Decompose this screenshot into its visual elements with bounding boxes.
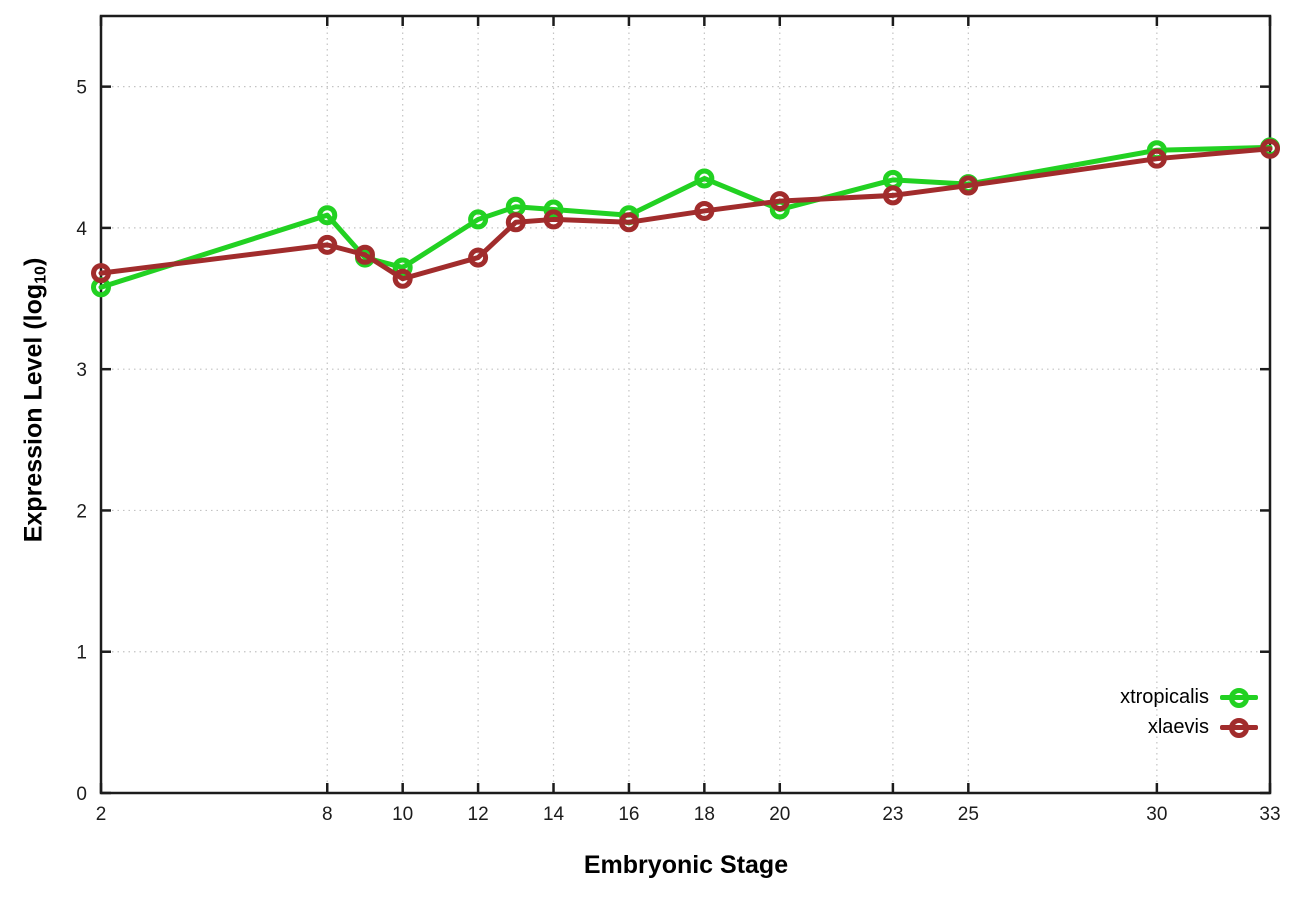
x-tick-label: 14 (543, 804, 565, 825)
y-tick-label: 1 (76, 643, 87, 664)
y-tick-label: 0 (76, 784, 87, 805)
legend-label-xtropicalis: xtropicalis (1120, 686, 1209, 708)
x-tick-label: 12 (468, 804, 489, 825)
data-point-xlaevis (468, 247, 489, 268)
x-tick-label: 20 (769, 804, 790, 825)
x-tick-label: 10 (392, 804, 413, 825)
data-point-xlaevis (1146, 148, 1167, 169)
y-axis-title-subscript: 10 (32, 266, 50, 284)
legend-marker-xlaevis (1220, 716, 1258, 739)
data-point-xtropicalis (317, 205, 338, 226)
x-tick-label: 25 (958, 804, 979, 825)
data-point-xlaevis (958, 175, 979, 196)
y-tick-label: 5 (76, 78, 87, 99)
series-line-xlaevis (98, 146, 1273, 282)
legend-circle-marker (1229, 687, 1249, 708)
y-tick-label: 3 (76, 360, 87, 381)
legend-item-xlaevis: xlaevis (1120, 716, 1258, 739)
data-point-xlaevis (694, 200, 715, 221)
x-tick-label: 33 (1259, 804, 1280, 825)
legend-item-xtropicalis: xtropicalis (1120, 686, 1258, 709)
data-point-xtropicalis (694, 168, 715, 189)
legend-circle-marker (1229, 717, 1249, 738)
data-point-xtropicalis (392, 257, 413, 278)
x-tick-label: 18 (694, 804, 715, 825)
legend: xtropicalis xlaevis (1120, 686, 1258, 739)
x-tick-label: 30 (1146, 804, 1167, 825)
data-point-xlaevis (769, 191, 790, 212)
data-point-xlaevis (392, 268, 413, 289)
x-axis-title: Embryonic Stage (583, 851, 789, 879)
x-tick-label: 16 (618, 804, 639, 825)
x-tick-label: 23 (882, 804, 903, 825)
y-tick-label: 2 (76, 501, 87, 522)
y-axis-title-text: Expression Level (log (19, 283, 48, 543)
data-point-xlaevis (354, 244, 375, 265)
x-tick-label: 8 (322, 804, 333, 825)
data-point-xtropicalis (468, 209, 489, 230)
legend-marker-xtropicalis (1220, 686, 1258, 709)
legend-label-xlaevis: xlaevis (1147, 716, 1209, 738)
data-point-xlaevis (1260, 138, 1280, 159)
plot-border (99, 14, 1272, 795)
data-point-xlaevis (543, 209, 564, 230)
x-tick-label: 2 (96, 804, 107, 825)
data-point-xlaevis (618, 212, 639, 233)
data-point-xlaevis (91, 263, 111, 284)
data-point-xlaevis (317, 234, 338, 255)
y-axis-title: Expression Level (log10) (19, 257, 50, 543)
data-point-xlaevis (505, 212, 526, 233)
y-tick-label: 4 (76, 219, 87, 240)
data-point-xlaevis (882, 185, 903, 206)
y-axis-title-close: ) (19, 257, 48, 267)
